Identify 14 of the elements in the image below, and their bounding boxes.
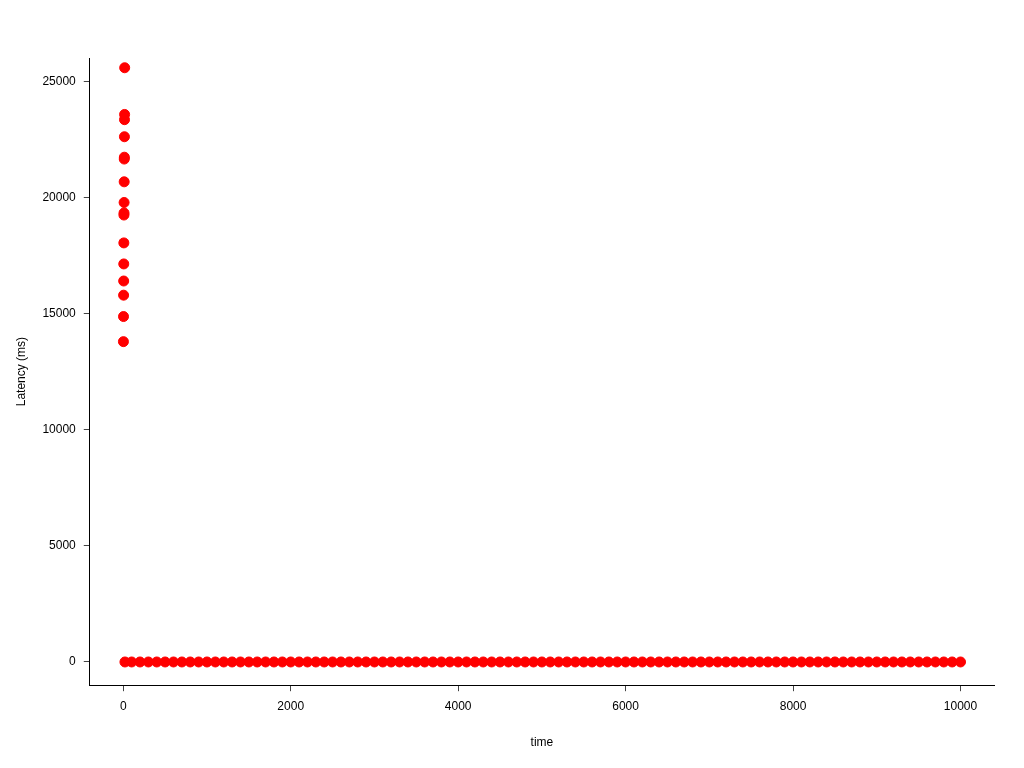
y-tick-label: 0 bbox=[69, 654, 77, 669]
y-tick-label: 20000 bbox=[42, 189, 77, 204]
x-tick-label: 2000 bbox=[277, 698, 305, 713]
y-axis-title: Latency (ms) bbox=[13, 336, 28, 407]
y-tick-label: 15000 bbox=[42, 305, 77, 320]
x-tick-label: 4000 bbox=[444, 698, 472, 713]
y-tick-label: 25000 bbox=[42, 73, 77, 88]
x-tick-label: 10000 bbox=[943, 698, 978, 713]
y-tick-label: 5000 bbox=[49, 538, 77, 553]
x-tick-label: 0 bbox=[119, 698, 127, 713]
x-tick-label: 6000 bbox=[612, 698, 640, 713]
x-axis-title: time bbox=[530, 735, 554, 750]
y-tick-label: 10000 bbox=[42, 421, 77, 436]
x-tick-label: 8000 bbox=[779, 698, 807, 713]
